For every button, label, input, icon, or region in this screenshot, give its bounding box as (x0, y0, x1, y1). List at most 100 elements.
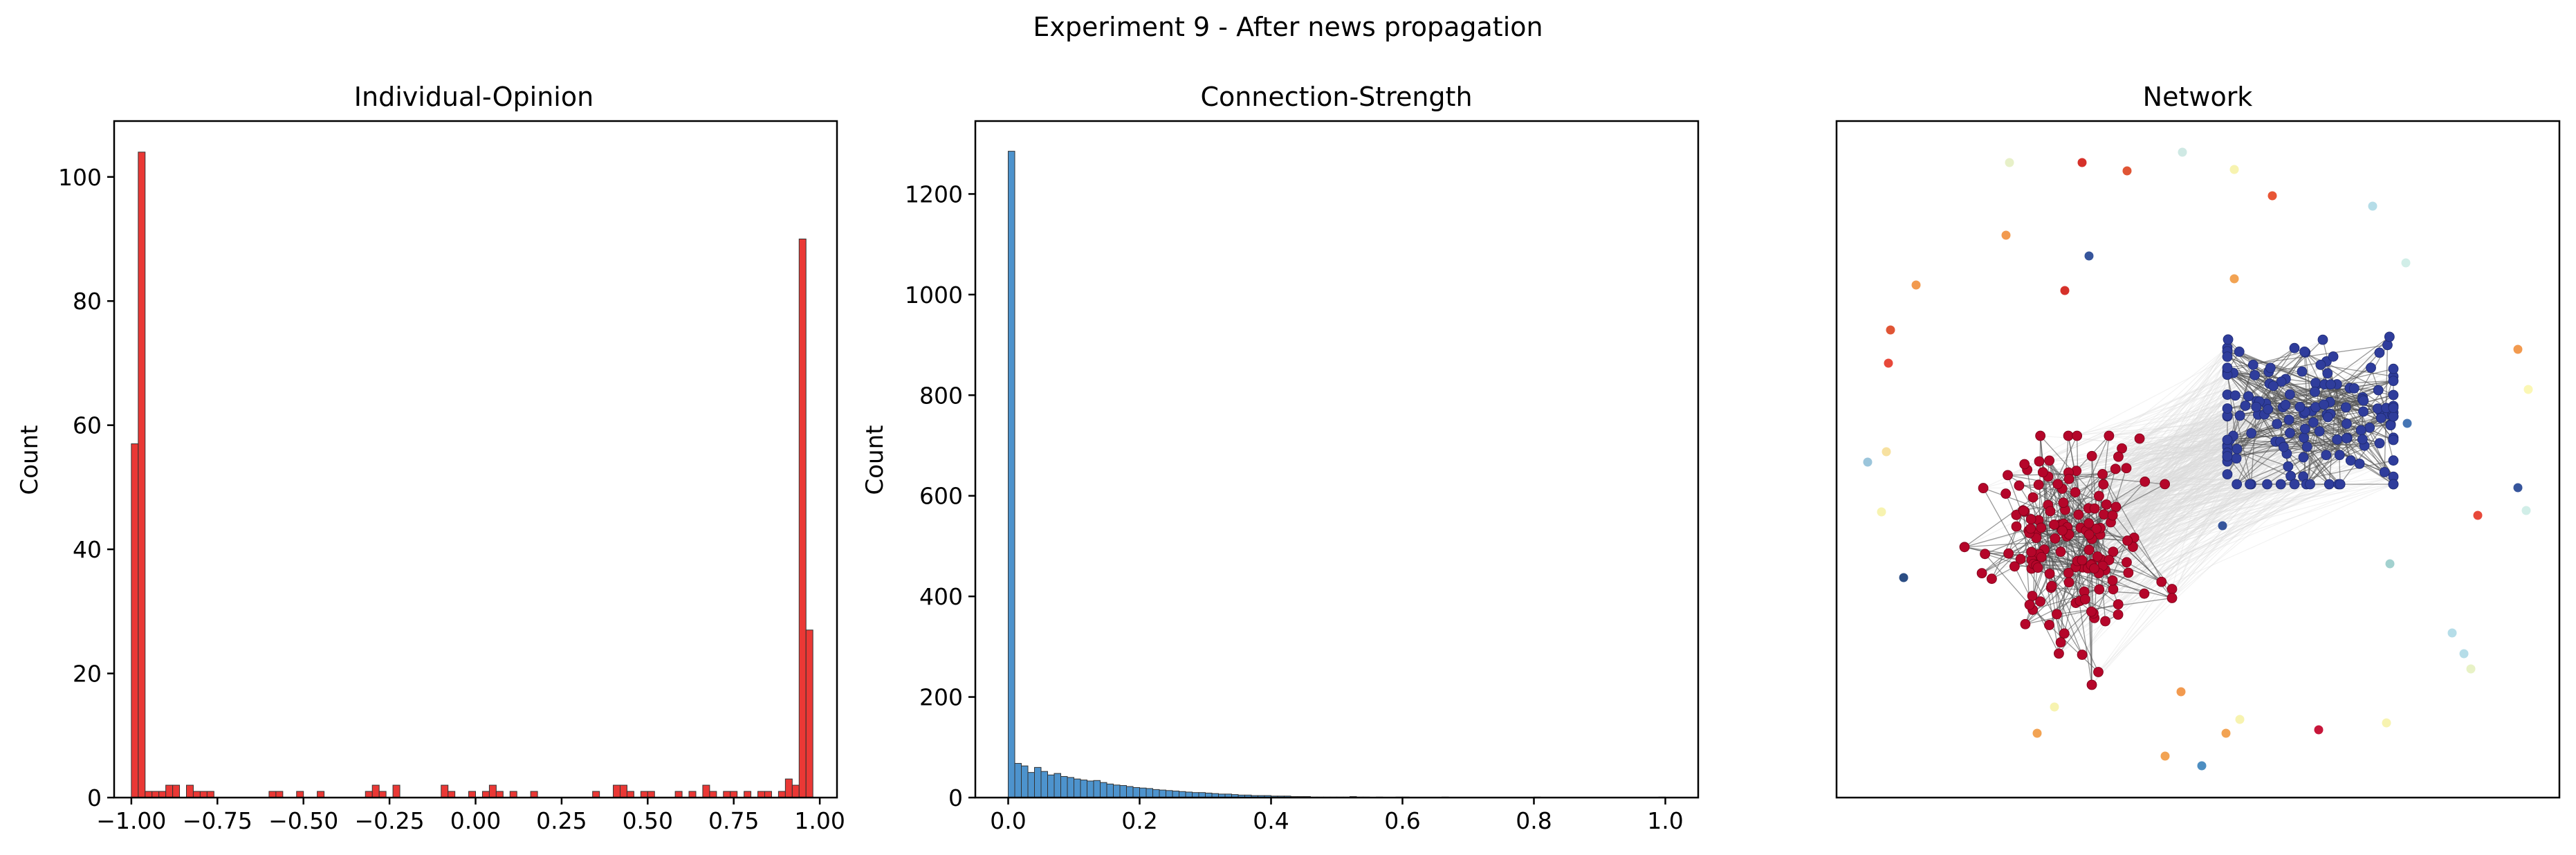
network-node (1976, 568, 1987, 579)
network-background-edge (2117, 413, 2305, 615)
strength-bar (1027, 772, 1035, 798)
opinion-x-tick-label: −1.00 (96, 807, 166, 834)
network-node (2240, 401, 2251, 411)
opinion-bar (744, 791, 752, 798)
network-edge (2007, 473, 2103, 476)
network-node (2100, 616, 2110, 627)
network-node (2032, 728, 2042, 738)
opinion-y-tick-label: 20 (73, 661, 102, 688)
opinion-bar (186, 784, 194, 798)
strength-histogram-panel: Connection-Strength Count 0.0 0.2 0.4 0.6 0.… (861, 82, 1700, 834)
network-node (2246, 428, 2257, 439)
opinion-x-tick-label: −0.25 (355, 807, 425, 834)
network-background-edge (2092, 460, 2394, 540)
opinion-bar (530, 791, 538, 798)
opinion-histogram-x-axis: −1.00 −0.75 −0.50 −0.25 0.00 0.25 0.50 0.75 1.00 (96, 798, 845, 834)
network-node (2326, 379, 2336, 390)
strength-bar (1054, 773, 1061, 798)
network-node (2263, 404, 2274, 414)
network-node (2113, 599, 2124, 610)
network-node (2049, 519, 2060, 530)
strength-bar (1166, 790, 1173, 798)
network-background-edge (2094, 415, 2228, 569)
opinion-bar (798, 238, 807, 798)
network-node (2357, 434, 2368, 445)
network-node (2375, 412, 2386, 423)
network-background-edge (2088, 484, 2339, 569)
network-node (2032, 562, 2043, 573)
network-edge (2254, 347, 2295, 376)
network-node (2473, 511, 2483, 520)
network-node (2055, 637, 2066, 648)
network-node (2231, 453, 2242, 464)
network-node (2521, 506, 2531, 515)
opinion-bar (441, 784, 449, 798)
network-node (2301, 441, 2312, 452)
strength-bar (1021, 765, 1029, 798)
network-node (2077, 650, 2088, 660)
opinion-bar (613, 784, 620, 798)
opinion-histogram-frame (113, 120, 838, 799)
network-node (2050, 702, 2059, 712)
network-background-edge (2091, 356, 2334, 457)
opinion-bar (688, 791, 697, 798)
network-node (2324, 479, 2335, 490)
network-node (2513, 344, 2523, 354)
network-node (2513, 483, 2523, 493)
network-node (2366, 362, 2376, 374)
opinion-bar (165, 784, 174, 798)
opinion-bar (757, 791, 765, 798)
strength-bar (1139, 787, 1147, 798)
network-edge (2326, 361, 2351, 461)
network-node (2299, 346, 2310, 357)
network-node (2083, 544, 2095, 555)
network-node (2035, 596, 2045, 607)
opinion-bar (206, 791, 214, 798)
network-node (2280, 399, 2291, 410)
strength-x-tick-label: 0.8 (1516, 807, 1552, 834)
network-node (2222, 362, 2233, 373)
strength-bar (1152, 789, 1160, 798)
network-node (2245, 479, 2255, 490)
network-edge (2227, 370, 2316, 384)
network-node (2388, 455, 2399, 466)
network-background-edge (2082, 439, 2231, 568)
network-node (2024, 599, 2035, 610)
network-node (2036, 552, 2047, 562)
network-background-edge (2088, 484, 2307, 524)
network-edge (2084, 468, 2127, 600)
opinion-bar (296, 791, 304, 798)
network-edge (2032, 435, 2110, 610)
network-node (2045, 506, 2056, 517)
opinion-bar (488, 784, 497, 798)
opinion-bar (371, 784, 380, 798)
strength-histogram-ylabel: Count (861, 425, 889, 495)
strength-bar (1034, 766, 1042, 798)
network-node (2122, 557, 2132, 568)
network-node (2382, 718, 2391, 728)
network-node (2092, 551, 2103, 562)
opinion-bar (268, 791, 277, 798)
network-background-edge (2128, 453, 2288, 573)
network-node (2015, 553, 2026, 564)
network-background-edge (2113, 374, 2228, 552)
network-node (1978, 483, 1989, 493)
network-node (2374, 438, 2385, 449)
network-background-edge (2096, 439, 2363, 529)
opinion-y-tick-label: 100 (58, 164, 102, 191)
strength-bar (1100, 782, 1107, 798)
network-node (2222, 469, 2233, 480)
network-node (2086, 450, 2097, 461)
network-edge (2227, 374, 2327, 456)
opinion-bar (764, 791, 772, 798)
network-background-edge (2091, 484, 2307, 612)
network-node (2046, 580, 2057, 591)
opinion-bar (805, 629, 813, 798)
network-node (2104, 430, 2115, 441)
opinion-x-tick-label: 0.75 (708, 807, 759, 834)
network-node (2099, 509, 2109, 520)
figure-title: Experiment 9 - After news propagation (1033, 12, 1543, 42)
network-node (2113, 609, 2124, 620)
network-background-edge (2096, 458, 2237, 529)
network-node (2178, 147, 2187, 157)
